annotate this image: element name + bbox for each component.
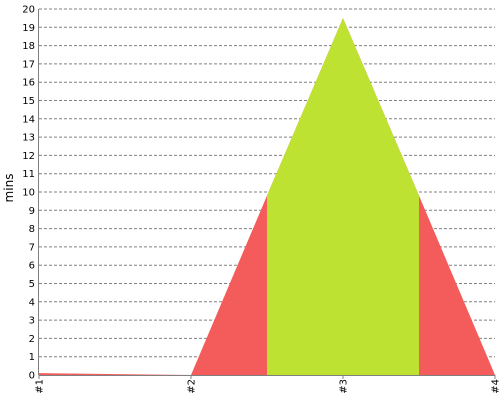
y-tick-label: 8: [29, 224, 35, 235]
x-tick-label: #2: [187, 379, 198, 394]
y-tick-label: 7: [29, 242, 35, 253]
y-tick-label: 17: [22, 59, 35, 70]
y-tick-label: 15: [22, 96, 35, 107]
y-axis-label: mins: [2, 174, 16, 203]
axis-layer: [38, 9, 496, 379]
y-tick-label: 6: [29, 261, 35, 272]
x-tick-labels: #1 #2 #3 #4: [35, 379, 500, 394]
y-tick-label: 19: [22, 23, 35, 34]
y-tick-label: 4: [29, 297, 35, 308]
area-series-2: [267, 18, 419, 376]
y-tick-label: 14: [22, 114, 35, 125]
y-tick-label: 5: [29, 279, 35, 290]
area-layer: [39, 18, 495, 376]
y-tick-label: 16: [22, 78, 35, 89]
x-tick-label: #3: [339, 379, 350, 394]
y-tick-label: 20: [22, 5, 35, 16]
y-tick-label: 0: [29, 371, 35, 382]
y-tick-label: 1: [29, 352, 35, 363]
y-tick-label: 3: [29, 316, 35, 327]
y-tick-label: 12: [22, 151, 35, 162]
y-tick-label: 13: [22, 133, 35, 144]
y-tick-label: 10: [22, 188, 35, 199]
grid-layer: [39, 8, 495, 358]
x-tick-label: #4: [491, 379, 500, 394]
y-tick-label: 11: [22, 169, 35, 180]
y-tick-label: 2: [29, 334, 35, 345]
x-tick-label: #1: [35, 379, 46, 394]
y-tick-label: 18: [22, 41, 35, 52]
y-tick-label: 9: [29, 206, 35, 217]
